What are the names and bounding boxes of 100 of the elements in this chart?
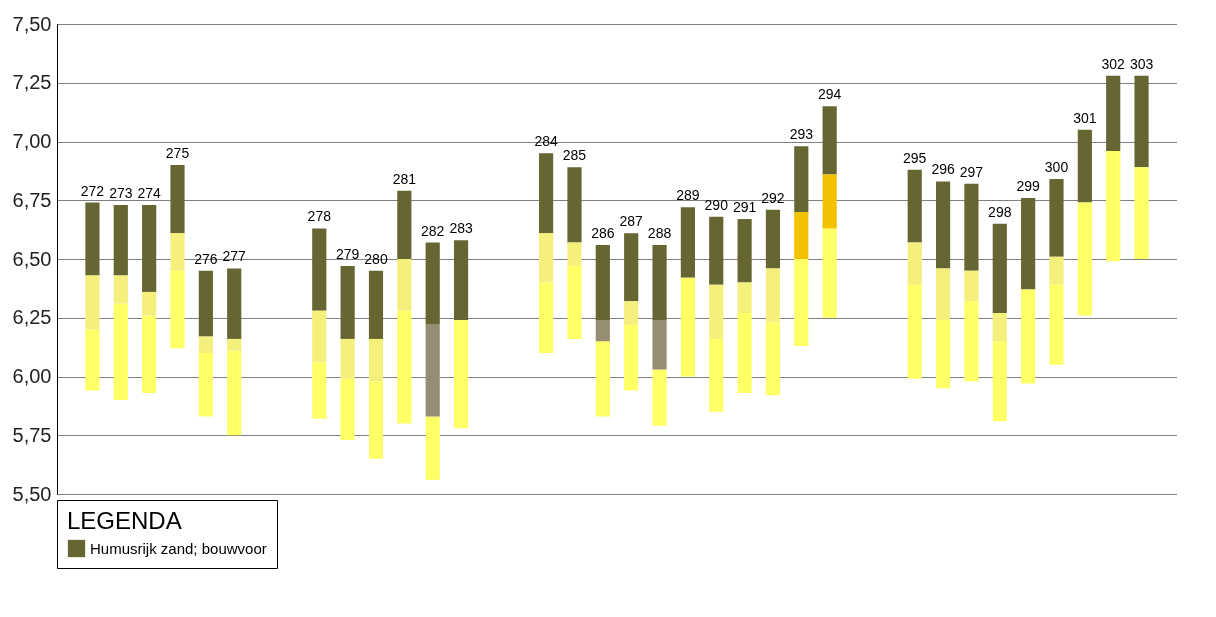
x-tick-label: 295	[903, 149, 927, 166]
x-tick-label: 296	[931, 161, 955, 178]
bar	[397, 190, 412, 259]
bar	[964, 301, 979, 382]
bar	[709, 338, 724, 412]
bar	[1106, 150, 1121, 262]
bar	[113, 204, 128, 276]
x-tick-label: 291	[732, 199, 757, 216]
y-tick-label: 6,50	[12, 247, 52, 270]
x-tick-label: 272	[80, 182, 105, 199]
bar	[453, 320, 469, 429]
bar	[1077, 202, 1092, 316]
bar	[85, 329, 100, 391]
bar	[539, 282, 554, 353]
bar	[680, 207, 695, 278]
y-tick-label: 7,00	[12, 130, 52, 152]
bar	[1134, 75, 1149, 168]
bar	[142, 204, 157, 292]
y-tick-label: 6,25	[12, 306, 52, 329]
x-tick-label: 276	[194, 250, 218, 267]
bar	[964, 183, 979, 271]
bar	[1021, 289, 1036, 384]
x-tick-label: 301	[1073, 109, 1097, 126]
bar	[652, 369, 667, 426]
bar	[907, 169, 922, 243]
y-tick-label: 7,25	[12, 71, 52, 94]
x-tick-label: 298	[988, 203, 1012, 220]
bar	[1049, 284, 1064, 365]
bar	[539, 153, 554, 234]
bar	[1106, 75, 1121, 151]
bar	[765, 268, 781, 323]
y-tick-label: 5,75	[12, 423, 52, 446]
bar	[737, 313, 752, 393]
bar	[340, 378, 355, 440]
x-tick-label: 284	[534, 133, 559, 150]
bar	[1049, 179, 1064, 257]
bar	[765, 322, 781, 396]
x-tick-label: 285	[562, 147, 587, 164]
bar	[425, 416, 440, 480]
bar	[907, 284, 922, 379]
x-tick-label: 293	[789, 126, 814, 143]
bar	[113, 275, 128, 304]
bar	[312, 228, 327, 311]
x-tick-label: 302	[1101, 55, 1126, 72]
bar	[709, 284, 724, 339]
x-tick-label: 273	[109, 184, 133, 201]
bar	[1049, 256, 1064, 285]
bar	[227, 338, 242, 351]
x-tick-label: 290	[704, 196, 729, 213]
bar	[794, 146, 809, 212]
bar	[1077, 129, 1092, 203]
bar	[368, 338, 384, 382]
bar	[907, 242, 922, 285]
x-tick-label: 282	[421, 222, 445, 239]
bar	[935, 268, 951, 321]
bar	[425, 242, 440, 325]
x-tick-label: 299	[1016, 177, 1041, 194]
bar	[992, 313, 1007, 342]
x-tick-label: 278	[307, 208, 332, 225]
bar	[737, 219, 752, 283]
bar	[170, 165, 185, 234]
bar	[113, 303, 128, 400]
bar	[935, 181, 951, 269]
bar	[624, 324, 639, 391]
y-tick-label: 7,50	[12, 12, 52, 35]
bar	[198, 270, 213, 337]
bar	[964, 270, 979, 302]
bar	[453, 240, 469, 321]
bar	[368, 381, 384, 459]
bar	[85, 275, 100, 330]
x-tick-label: 288	[647, 224, 672, 241]
legend-label: Humusrijk zand; bouwvoor	[90, 539, 267, 557]
y-tick-label: 5,50	[12, 482, 52, 505]
bar	[624, 233, 639, 302]
bar	[340, 338, 355, 379]
bar	[737, 282, 752, 314]
x-tick-label: 274	[137, 184, 162, 201]
y-tick-label: 6,00	[12, 365, 52, 387]
bar	[992, 223, 1007, 314]
x-tick-label: 283	[449, 220, 473, 237]
bar	[539, 233, 554, 283]
bar	[595, 320, 610, 342]
bar	[397, 259, 412, 311]
bar	[567, 242, 582, 267]
x-tick-label: 292	[761, 189, 785, 206]
bar	[227, 268, 242, 339]
bar	[567, 167, 582, 243]
bar	[142, 315, 157, 393]
x-tick-label: 275	[165, 145, 190, 161]
bar	[794, 212, 809, 259]
bar	[312, 310, 327, 363]
bar	[312, 362, 327, 419]
x-tick-label: 287	[619, 213, 644, 230]
x-tick-label: 300	[1044, 159, 1069, 176]
bar	[85, 202, 100, 276]
x-tick-label: 279	[335, 246, 360, 263]
x-tick-label: 297	[959, 163, 984, 180]
bar	[227, 350, 242, 436]
bar	[1134, 167, 1149, 259]
bar	[652, 244, 667, 321]
